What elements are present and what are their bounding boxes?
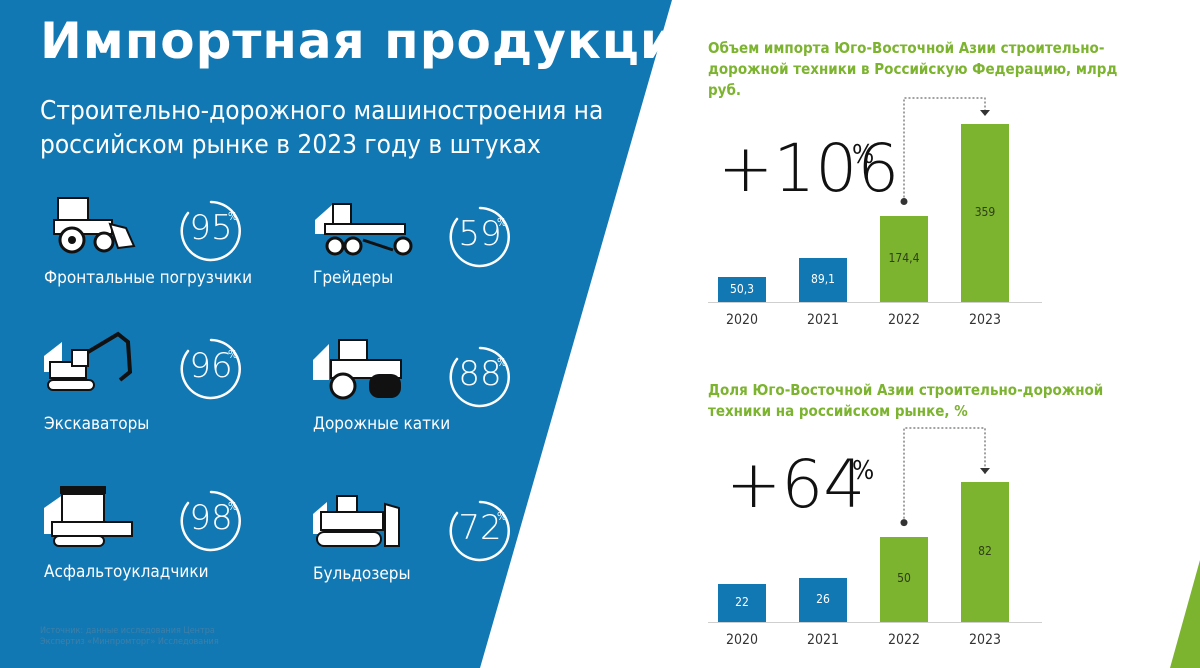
machine-percent: 96: [189, 346, 233, 386]
chart-1-title: Объем импорта Юго-Восточной Азии строите…: [708, 39, 1118, 99]
percent-ring: [180, 490, 241, 552]
bar-value-label: 50: [897, 571, 911, 586]
x-tick-label: 2020: [725, 312, 759, 328]
bar-value-label: 359: [974, 205, 996, 219]
chart-bar: [799, 257, 847, 302]
machine-percent-sign: %: [228, 348, 238, 361]
chart-bar: [718, 277, 766, 302]
percent-ring: [449, 206, 510, 268]
machine-label: Экскаваторы: [44, 414, 150, 434]
x-tick-label: 2021: [806, 312, 840, 328]
machine-percent: 59: [458, 214, 502, 254]
machine-label: Асфальтоукладчики: [44, 562, 209, 582]
machine-label: Фронтальные погрузчики: [44, 268, 253, 288]
chart-bar: [961, 124, 1009, 302]
x-axis-line: [708, 622, 1042, 623]
x-tick-label: 2022: [887, 312, 921, 328]
growth-value: +64: [726, 446, 866, 523]
percent-ring: [449, 500, 510, 562]
chart-bar: [880, 215, 928, 302]
percent-ring: [449, 346, 510, 408]
bar-value-label: 174,4: [888, 250, 920, 265]
page-title: Импортная продукция: [40, 12, 709, 70]
chart-bar: [799, 577, 847, 622]
growth-unit: %: [852, 140, 875, 170]
bar-value-label: 50,3: [729, 281, 755, 296]
x-tick-label: 2020: [725, 632, 759, 648]
growth-value: +106: [718, 130, 900, 207]
machine-percent-sign: %: [228, 210, 238, 223]
percent-ring: [180, 338, 241, 400]
machine-percent-sign: %: [497, 356, 507, 369]
machine-percent: 72: [458, 508, 502, 548]
machine-label: Грейдеры: [313, 268, 394, 288]
chart-bar: [961, 482, 1009, 622]
x-tick-label: 2023: [968, 312, 1002, 328]
blue-panel: [0, 0, 672, 668]
machine-percent-sign: %: [497, 510, 507, 523]
road-roller-icon: [313, 339, 402, 400]
chart-2-title: Доля Юго-Восточной Азии строительно-доро…: [708, 381, 1104, 420]
machine-label: Бульдозеры: [313, 564, 411, 584]
page-subtitle: Строительно-дорожного машиностроения на …: [40, 96, 604, 160]
percent-ring: [180, 200, 241, 262]
x-tick-label: 2021: [806, 632, 840, 648]
bar-value-label: 82: [978, 544, 992, 558]
asphalt-paver-icon: [44, 486, 133, 547]
green-corner-accent: [1170, 560, 1200, 668]
chart-bar: [880, 536, 928, 622]
bulldozer-icon: [313, 495, 400, 547]
machine-percent: 88: [458, 354, 502, 394]
x-tick-label: 2022: [887, 632, 921, 648]
bar-value-label: 22: [735, 595, 749, 610]
source-note: Источник: данные исследования Центра Экс…: [40, 626, 219, 647]
chart-bar: [718, 584, 766, 622]
x-tick-label: 2023: [968, 632, 1002, 648]
machine-percent: 98: [189, 498, 233, 538]
x-axis-line: [708, 302, 1042, 303]
wheel-loader-icon: [53, 197, 136, 254]
grader-icon: [315, 203, 413, 256]
machine-percent-sign: %: [228, 500, 238, 513]
machine-percent-sign: %: [497, 216, 507, 229]
bar-value-label: 26: [816, 591, 830, 606]
excavator-icon: [44, 331, 133, 391]
machine-percent: 95: [189, 208, 233, 248]
bar-value-label: 89,1: [810, 271, 836, 286]
growth-unit: %: [852, 456, 875, 486]
machine-label: Дорожные катки: [313, 414, 451, 434]
